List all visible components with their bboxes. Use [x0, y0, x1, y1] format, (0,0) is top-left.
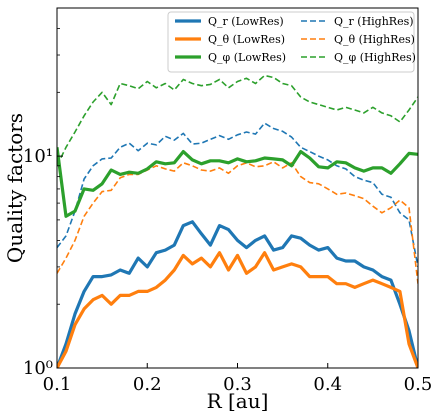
x-tick-label: 0.4 [313, 374, 342, 395]
legend-label: Q_θ (LowRes) [208, 33, 285, 46]
series-line-q-lowres [57, 147, 418, 218]
legend: Q_r (LowRes) Q_θ (LowRes) Q_φ (LowRes) Q_r … [167, 11, 416, 73]
x-axis-label: R [au] [207, 389, 269, 413]
legend-label: Q_φ (HighRes) [334, 51, 416, 64]
ticks: 0.1 0.2 0.3 0.4 0.5 10⁰ 10¹ [23, 7, 433, 395]
y-tick-label: 10⁰ [23, 358, 53, 379]
series-line-q-highres [57, 161, 418, 284]
y-axis-label: Quality factors [3, 113, 27, 263]
plot-lines [57, 74, 418, 368]
legend-label: Q_θ (HighRes) [334, 33, 415, 46]
x-tick-label: 0.3 [223, 374, 252, 395]
legend-label: Q_r (HighRes) [334, 15, 414, 28]
y-tick-label: 10¹ [23, 146, 53, 167]
x-tick-label: 0.5 [404, 374, 433, 395]
legend-box [167, 11, 415, 73]
series-line-q-r-lowres [57, 220, 418, 368]
series-line-q-lowres [57, 251, 418, 368]
legend-label: Q_φ (LowRes) [208, 51, 286, 64]
series-line-q-highres [57, 74, 418, 167]
series-line-q-r-highres [57, 122, 418, 268]
legend-label: Q_r (LowRes) [208, 15, 284, 28]
x-tick-label: 0.1 [43, 374, 72, 395]
x-tick-label: 0.2 [133, 374, 162, 395]
